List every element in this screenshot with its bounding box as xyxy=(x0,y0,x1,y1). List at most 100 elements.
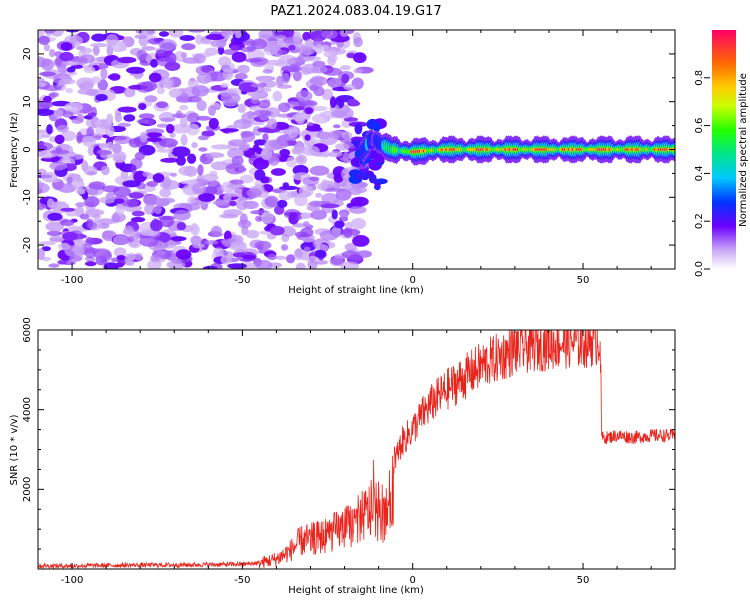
snr-frame xyxy=(37,329,676,570)
noise-blob xyxy=(320,133,338,146)
noise-blob xyxy=(279,148,291,157)
noise-blob xyxy=(304,107,314,115)
noise-blob xyxy=(211,144,231,150)
noise-blob xyxy=(88,181,106,191)
noise-blob xyxy=(80,80,94,91)
noise-blob xyxy=(84,196,100,208)
noise-blob xyxy=(72,174,81,182)
noise-blob xyxy=(112,234,130,246)
noise-blob xyxy=(210,161,229,171)
noise-blob xyxy=(278,190,292,201)
noise-blob xyxy=(49,92,59,98)
noise-blob xyxy=(47,212,63,221)
noise-blob xyxy=(178,166,195,176)
noise-blob xyxy=(200,65,212,73)
noise-blob xyxy=(43,85,62,92)
noise-blob xyxy=(334,220,345,229)
noise-blob xyxy=(187,153,197,164)
noise-blob xyxy=(190,235,202,246)
noise-blob xyxy=(156,49,166,57)
noise-blob xyxy=(92,45,100,57)
noise-blob xyxy=(342,227,353,238)
noise-blob xyxy=(68,255,83,262)
noise-blob xyxy=(150,58,159,68)
noise-blob xyxy=(244,58,263,63)
noise-blob xyxy=(279,185,299,191)
noise-blob xyxy=(353,52,367,64)
noise-blob xyxy=(231,51,247,63)
noise-blob xyxy=(208,117,219,130)
noise-blob xyxy=(213,247,225,255)
noise-blob xyxy=(101,165,110,176)
noise-blob xyxy=(335,188,352,201)
noise-blob xyxy=(54,109,64,119)
noise-blob xyxy=(138,113,155,120)
noise-blob xyxy=(245,229,260,239)
noise-blob xyxy=(275,255,287,260)
noise-blob xyxy=(288,212,299,225)
x-tick-label: 50 xyxy=(577,575,590,586)
noise-blob xyxy=(45,221,65,232)
noise-blob xyxy=(230,45,240,51)
x-tick-label: 50 xyxy=(577,275,590,286)
noise-blob xyxy=(173,209,191,221)
noise-blob xyxy=(343,84,357,91)
noise-blob xyxy=(190,222,198,234)
noise-blob xyxy=(41,58,55,71)
noise-blob xyxy=(43,43,51,52)
noise-blob xyxy=(305,255,320,263)
noise-blob xyxy=(179,92,189,101)
noise-blob xyxy=(237,142,250,152)
transition-blob xyxy=(368,173,377,184)
noise-blob xyxy=(107,141,115,151)
noise-blob xyxy=(291,146,305,155)
noise-blob xyxy=(323,49,338,58)
noise-blob xyxy=(309,76,328,86)
noise-blob xyxy=(66,224,79,230)
noise-blob xyxy=(60,207,76,212)
spectrogram-xlabel: Height of straight line (km) xyxy=(288,285,424,296)
noise-blob xyxy=(339,30,349,38)
colorbar-tick-label: 0.0 xyxy=(694,261,705,277)
noise-blob xyxy=(327,77,342,88)
noise-blob xyxy=(166,123,175,134)
noise-blob xyxy=(160,157,179,163)
noise-blob xyxy=(130,216,146,223)
noise-blob xyxy=(114,112,122,123)
noise-blob xyxy=(158,138,178,148)
noise-blob xyxy=(272,90,283,102)
noise-blob xyxy=(71,117,84,124)
noise-blob xyxy=(39,71,56,77)
noise-blob xyxy=(298,185,314,198)
noise-blob xyxy=(77,88,96,95)
x-tick-label: -100 xyxy=(61,275,84,286)
noise-blob xyxy=(112,143,122,154)
noise-blob xyxy=(309,165,330,176)
noise-blob xyxy=(191,142,198,149)
noise-blob xyxy=(138,103,147,110)
noise-blob xyxy=(314,43,324,54)
noise-blob xyxy=(119,43,127,52)
noise-blob xyxy=(196,100,207,111)
noise-blob xyxy=(201,173,219,182)
snr-series-line xyxy=(38,330,675,569)
noise-blob xyxy=(146,180,158,187)
noise-blob xyxy=(38,35,50,46)
noise-blob xyxy=(198,147,208,152)
noise-blob xyxy=(260,176,270,184)
noise-blob xyxy=(95,126,108,135)
noise-blob xyxy=(176,155,186,166)
noise-blob xyxy=(171,146,191,158)
noise-blob xyxy=(202,265,218,269)
noise-blob xyxy=(191,182,207,194)
noise-blob xyxy=(231,155,244,166)
noise-blob xyxy=(131,210,145,217)
noise-blob xyxy=(123,114,136,122)
noise-blob xyxy=(210,225,222,238)
x-tick-label: -50 xyxy=(234,575,250,586)
noise-blob xyxy=(274,62,289,67)
noise-blob xyxy=(102,230,114,240)
noise-blob xyxy=(124,253,132,266)
noise-blob xyxy=(303,246,311,252)
